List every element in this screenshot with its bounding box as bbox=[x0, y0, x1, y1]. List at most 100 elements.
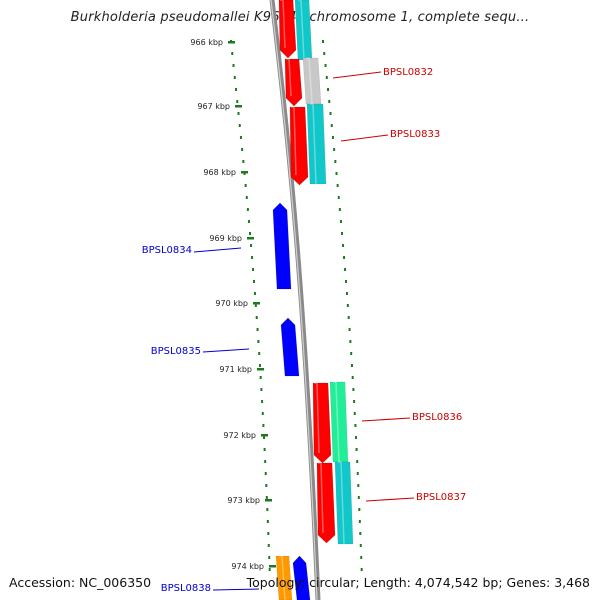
gc-dot bbox=[244, 184, 247, 187]
gc-dot bbox=[263, 448, 266, 451]
gc-dot bbox=[253, 280, 256, 283]
gc-dot bbox=[255, 316, 258, 319]
tick-mark bbox=[269, 565, 276, 568]
gc-dot bbox=[256, 328, 259, 331]
gc-dot bbox=[252, 268, 255, 271]
gene-label-reverse[interactable]: BPSL0838 bbox=[161, 583, 211, 594]
gene-label-forward-leader bbox=[365, 497, 415, 502]
tick-label: 973 kbp bbox=[227, 496, 260, 505]
gene-label-forward[interactable]: BPSL0833 bbox=[390, 129, 440, 140]
cyan-feature-shine bbox=[298, 0, 305, 61]
tick-label: 968 kbp bbox=[203, 168, 236, 177]
gene-label-forward[interactable]: BPSL0837 bbox=[416, 492, 466, 503]
cds-reverse-arrow[interactable] bbox=[280, 317, 300, 377]
gc-dot bbox=[330, 124, 333, 127]
tick-mark bbox=[265, 499, 272, 502]
features-layer[interactable] bbox=[272, 0, 354, 600]
gc-dot bbox=[247, 220, 250, 223]
gc-dot bbox=[251, 256, 254, 259]
gc-dot bbox=[355, 436, 358, 439]
gc-dot bbox=[238, 124, 241, 127]
tick-mark bbox=[257, 368, 264, 371]
gene-label-reverse[interactable]: BPSL0835 bbox=[151, 346, 201, 357]
gene-label-forward[interactable]: BPSL0836 bbox=[412, 412, 462, 423]
tick-label: 971 kbp bbox=[219, 365, 252, 374]
gc-dot bbox=[237, 112, 240, 115]
gene-label-reverse[interactable]: BPSL0834 bbox=[142, 245, 192, 256]
gc-dot bbox=[268, 568, 271, 571]
gc-dot bbox=[349, 340, 352, 343]
gc-dot bbox=[358, 520, 361, 523]
gc-dot bbox=[322, 40, 324, 43]
gc-dot bbox=[241, 148, 244, 151]
tick-label: 966 kbp bbox=[190, 38, 223, 47]
tick-mark bbox=[253, 302, 260, 305]
gc-dot bbox=[254, 304, 257, 307]
gc-dot bbox=[357, 496, 360, 499]
gc-dot bbox=[345, 280, 348, 283]
gc-dot bbox=[355, 448, 358, 451]
gc-dot bbox=[262, 424, 265, 427]
gc-dot bbox=[338, 208, 341, 211]
gc-dot bbox=[232, 64, 235, 67]
tick-label: 967 kbp bbox=[197, 102, 230, 111]
cyan-feature[interactable] bbox=[306, 103, 327, 185]
cds-forward-arrow[interactable] bbox=[284, 58, 303, 107]
gene-label-reverse-leader bbox=[212, 588, 260, 591]
gc-dot bbox=[325, 76, 328, 79]
gc-dot bbox=[358, 508, 361, 511]
gc-dot bbox=[344, 268, 347, 271]
gc-dot bbox=[356, 460, 359, 463]
cds-reverse-arrow[interactable] bbox=[292, 555, 311, 600]
gc-dot bbox=[341, 232, 344, 235]
tick-label: 972 kbp bbox=[223, 431, 256, 440]
gene-label-forward-leader bbox=[332, 71, 382, 79]
gc-dot bbox=[253, 292, 256, 295]
cyan-feature-shine bbox=[338, 461, 345, 545]
cds-forward-arrow[interactable] bbox=[278, 0, 297, 59]
gc-dot bbox=[233, 76, 236, 79]
gc-dot bbox=[250, 244, 253, 247]
cds-forward-arrow[interactable] bbox=[289, 106, 309, 186]
orange-feature[interactable] bbox=[275, 555, 293, 600]
gc-dot bbox=[345, 292, 348, 295]
tick-mark bbox=[228, 41, 235, 44]
gc-dot bbox=[260, 388, 263, 391]
cyan-feature[interactable] bbox=[334, 461, 354, 545]
gc-dot bbox=[328, 100, 331, 103]
gc-dot bbox=[261, 400, 264, 403]
green-feature-shine bbox=[333, 381, 340, 463]
gc-dot bbox=[324, 64, 327, 67]
gc-dot bbox=[266, 520, 269, 523]
gc-content-track bbox=[230, 40, 363, 571]
tick-mark bbox=[241, 171, 248, 174]
gc-dot bbox=[337, 196, 340, 199]
gc-dot bbox=[350, 352, 353, 355]
gc-dot bbox=[359, 532, 362, 535]
gc-dot bbox=[264, 460, 267, 463]
gc-dot bbox=[339, 220, 342, 223]
tick-mark bbox=[247, 237, 254, 240]
gc-dot bbox=[346, 304, 349, 307]
cds-forward-arrow-shine bbox=[280, 0, 286, 49]
accession-text: Accession: NC_006350 bbox=[9, 575, 152, 590]
gene-label-reverse-leader bbox=[193, 247, 242, 253]
gc-dot bbox=[236, 100, 239, 103]
gc-dot bbox=[347, 316, 350, 319]
gc-dot bbox=[239, 136, 242, 139]
gc-dot bbox=[249, 232, 252, 235]
gc-dot bbox=[327, 88, 330, 91]
cds-forward-arrow[interactable] bbox=[312, 382, 332, 464]
gc-dot bbox=[265, 496, 268, 499]
gc-dot bbox=[268, 556, 271, 559]
cds-forward-arrow[interactable] bbox=[316, 462, 336, 544]
cds-reverse-arrow[interactable] bbox=[272, 202, 292, 290]
gene-label-forward-leader bbox=[361, 417, 411, 422]
gc-dot bbox=[329, 112, 332, 115]
gene-labels[interactable]: BPSL0832 BPSL0833 BPSL0836 BPSL0837 BPSL0834… bbox=[142, 67, 467, 594]
gene-label-forward[interactable]: BPSL0832 bbox=[383, 67, 433, 78]
tick-mark bbox=[261, 434, 268, 437]
tick-label: 969 kbp bbox=[209, 234, 242, 243]
gc-dot bbox=[263, 436, 266, 439]
